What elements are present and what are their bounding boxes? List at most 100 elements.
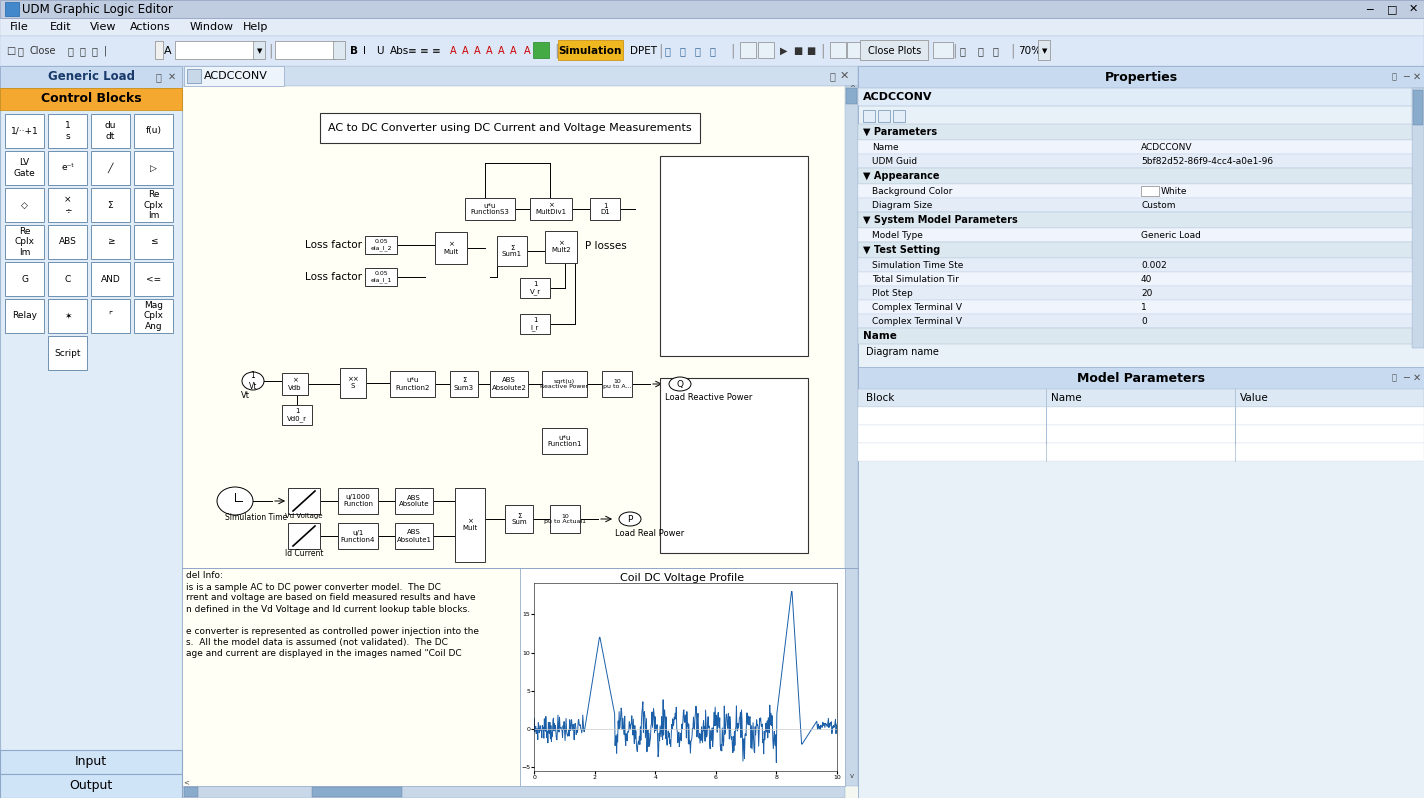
Text: P: P — [628, 515, 632, 523]
Text: Input: Input — [75, 756, 107, 768]
Text: u/1000
Function: u/1000 Function — [343, 495, 373, 508]
Text: ABS
Absolute1: ABS Absolute1 — [396, 530, 431, 543]
Bar — [365, 236, 397, 254]
Text: 🖨: 🖨 — [93, 46, 98, 56]
Text: ✶: ✶ — [64, 311, 71, 321]
Text: ×
Mult: × Mult — [443, 242, 459, 255]
Bar — [394, 488, 433, 514]
Text: Simulation Time Ste: Simulation Time Ste — [871, 260, 964, 270]
Text: n defined in the Vd Voltage and Id current lookup table blocks.: n defined in the Vd Voltage and Id curre… — [187, 605, 470, 614]
Text: ^: ^ — [849, 85, 854, 91]
Text: Complex Terminal V: Complex Terminal V — [871, 302, 963, 311]
Bar — [340, 368, 366, 398]
Text: ACDCCONV: ACDCCONV — [863, 92, 933, 102]
Bar — [155, 41, 162, 59]
Text: I: I — [363, 46, 366, 56]
Bar — [1413, 88, 1424, 348]
Text: Loss factor 2: Loss factor 2 — [305, 240, 372, 250]
Text: Name: Name — [863, 331, 897, 341]
Text: A: A — [510, 46, 517, 56]
Text: G: G — [21, 275, 28, 283]
Text: Value: Value — [1240, 393, 1269, 403]
Bar — [456, 488, 486, 562]
Text: du
dt: du dt — [105, 121, 117, 140]
Text: Generic Load: Generic Load — [47, 70, 134, 84]
Text: ACDCCONV: ACDCCONV — [1141, 143, 1192, 152]
Text: Coil DC Voltage Profile: Coil DC Voltage Profile — [621, 573, 745, 583]
Text: ⛰: ⛰ — [695, 46, 701, 56]
Text: ▶: ▶ — [780, 46, 787, 56]
Bar — [0, 88, 182, 110]
Bar — [390, 371, 434, 397]
Text: 📌: 📌 — [155, 72, 161, 82]
Bar — [558, 40, 624, 60]
Bar — [659, 156, 807, 356]
Bar — [450, 371, 478, 397]
Bar — [182, 66, 859, 86]
Text: ▷: ▷ — [150, 164, 157, 172]
Bar — [859, 407, 1424, 425]
Text: 📌: 📌 — [1391, 373, 1397, 382]
Text: Simulation Time: Simulation Time — [225, 512, 288, 522]
Bar — [48, 262, 87, 296]
Bar — [859, 154, 1413, 168]
Text: ⌜: ⌜ — [108, 311, 112, 321]
Text: Custom: Custom — [1141, 200, 1175, 210]
Text: 20: 20 — [1141, 289, 1152, 298]
Text: A: A — [474, 46, 481, 56]
Text: Re
Cplx
Im: Re Cplx Im — [144, 190, 164, 220]
Text: ×
Vdb: × Vdb — [288, 377, 302, 390]
Text: 1
V_r: 1 V_r — [530, 281, 541, 295]
Text: Σ
Sum: Σ Sum — [511, 512, 527, 526]
Text: ▼ System Model Parameters: ▼ System Model Parameters — [863, 215, 1018, 225]
Text: 💾: 💾 — [68, 46, 74, 56]
Bar — [859, 228, 1413, 242]
Bar — [6, 151, 44, 185]
Bar — [859, 300, 1413, 314]
Bar — [288, 488, 320, 514]
Text: Relay: Relay — [11, 311, 37, 321]
Bar — [520, 568, 844, 786]
Text: u*u
Function1: u*u Function1 — [547, 434, 582, 448]
Text: Generic Load: Generic Load — [1141, 231, 1200, 239]
Text: 1: 1 — [1141, 302, 1146, 311]
Text: 📌: 📌 — [830, 71, 836, 81]
Bar — [659, 378, 807, 553]
Bar — [6, 299, 44, 333]
Bar — [830, 42, 846, 58]
Text: ▼: ▼ — [256, 48, 262, 54]
Text: ✕: ✕ — [168, 72, 177, 82]
Text: A: A — [450, 46, 457, 56]
Text: ≡: ≡ — [409, 46, 417, 56]
Text: 1
l_r: 1 l_r — [531, 317, 540, 331]
Bar — [337, 488, 377, 514]
Text: 🔍: 🔍 — [993, 46, 998, 56]
Bar — [859, 140, 1413, 154]
Bar — [1413, 90, 1423, 125]
Text: |: | — [554, 44, 558, 58]
Text: ✕: ✕ — [1413, 72, 1421, 82]
Text: UDM Graphic Logic Editor: UDM Graphic Logic Editor — [21, 2, 172, 15]
Bar — [533, 42, 550, 58]
Text: |: | — [1010, 44, 1015, 58]
Text: DPET: DPET — [629, 46, 656, 56]
Bar — [740, 42, 756, 58]
Text: View: View — [90, 22, 117, 32]
Text: A: A — [524, 46, 531, 56]
Text: A: A — [486, 46, 493, 56]
Bar — [550, 505, 580, 533]
Bar — [48, 114, 87, 148]
Bar — [48, 336, 87, 370]
Bar — [91, 262, 130, 296]
Ellipse shape — [669, 377, 691, 391]
Bar — [91, 114, 130, 148]
Text: Loss factor 1: Loss factor 1 — [305, 272, 372, 282]
Bar — [134, 114, 172, 148]
Text: Simulation: Simulation — [558, 46, 622, 56]
Text: Q: Q — [676, 380, 684, 389]
Text: White: White — [1161, 187, 1188, 196]
Text: 1
Vt: 1 Vt — [249, 371, 258, 391]
Text: 1/··+1: 1/··+1 — [10, 127, 38, 136]
Bar — [859, 425, 1424, 443]
Text: |: | — [104, 45, 107, 56]
